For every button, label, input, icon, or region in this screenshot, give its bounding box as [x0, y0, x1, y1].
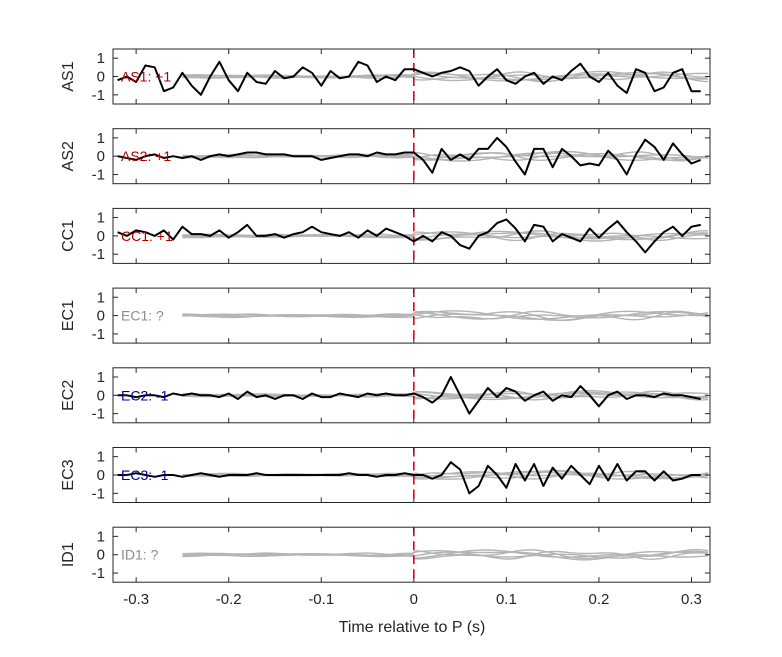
series-line: [117, 60, 701, 96]
background-trace: [182, 550, 709, 559]
y-tick-label: -1: [92, 246, 105, 263]
y-tick-label: -1: [92, 326, 105, 343]
x-axis: -0.3 -0.2 -0.1 0 0.1 0.2 0.3: [123, 591, 702, 608]
x-tick-label: -0.3: [123, 591, 149, 608]
y-tick-label: 0: [97, 308, 105, 325]
y-tick-label: 1: [97, 369, 105, 386]
y-tick-label: 1: [97, 130, 105, 147]
y-tick-label: -1: [92, 485, 105, 502]
panel-annotation: EC1: ?: [121, 308, 164, 324]
panel-as1: AS1: +1 -10 1 AS1: [60, 48, 711, 105]
y-tick-label: 0: [97, 387, 105, 404]
y-tick-label: 0: [97, 69, 105, 86]
panel-annotation: EC2: -1: [121, 387, 169, 403]
y-tick-label: -1: [92, 87, 105, 104]
background-trace: [182, 391, 709, 400]
y-tick-label: 1: [97, 50, 105, 67]
y-tick-label: 0: [97, 228, 105, 245]
x-tick-label: 0.1: [496, 591, 517, 608]
panel-as2: AS2: +1 -1 01 AS2: [60, 128, 711, 185]
background-trace: [182, 310, 709, 321]
y-tick-label: 1: [97, 289, 105, 306]
x-tick-label: 0.3: [681, 591, 702, 608]
y-axis-label: EC3: [60, 459, 77, 490]
y-axis-label: AS2: [60, 141, 77, 171]
background-trace: [182, 231, 709, 241]
x-axis-label: Time relative to P (s): [339, 619, 486, 636]
panel-ec2: EC2: -1 -1 01 EC2: [60, 367, 711, 424]
x-tick-label: -0.2: [216, 591, 242, 608]
panel-annotation: CC1: +1: [121, 228, 173, 244]
y-axis-label: EC2: [60, 380, 77, 411]
panel-annotation: ID1: ?: [121, 547, 159, 563]
panel-annotation: EC3: -1: [121, 467, 169, 483]
background-traces: [182, 548, 709, 561]
y-tick-label: 0: [97, 467, 105, 484]
y-tick-label: -1: [92, 167, 105, 184]
panel-ec1: EC1: ? -10 1 EC1: [60, 287, 711, 344]
x-tick-label: 0.2: [589, 591, 610, 608]
panel-cc1: CC1: +1 -101 CC1: [60, 207, 711, 264]
y-tick-label: 0: [97, 547, 105, 564]
series-line: [117, 461, 701, 495]
y-tick-label: 1: [97, 528, 105, 545]
background-trace: [182, 551, 709, 561]
panel-annotation: AS2: +1: [121, 148, 171, 164]
panel-annotation: AS1: +1: [121, 69, 171, 85]
y-axis-label: EC1: [60, 300, 77, 331]
y-tick-label: 1: [97, 210, 105, 227]
y-axis-label: ID1: [60, 542, 77, 567]
background-trace: [182, 550, 709, 561]
series-line: [117, 136, 702, 176]
y-axis-label: CC1: [60, 220, 77, 252]
y-tick-label: 0: [97, 148, 105, 165]
panel-id1: ID1: ? -10 1 ID1: [60, 526, 711, 583]
y-tick-label: -1: [92, 406, 105, 423]
y-axis-label: AS1: [60, 61, 77, 91]
series-line: [117, 218, 701, 254]
x-tick-label: -0.1: [308, 591, 334, 608]
panel-ec3: EC3: -1 -101 EC3: [60, 447, 711, 503]
background-trace: [182, 71, 709, 82]
x-tick-label: 0: [410, 591, 418, 608]
y-tick-label: -1: [92, 565, 105, 582]
background-trace: [182, 152, 709, 161]
background-trace: [182, 391, 709, 401]
series-line: [117, 376, 701, 415]
background-traces: [182, 310, 709, 322]
y-tick-label: 1: [97, 449, 105, 466]
